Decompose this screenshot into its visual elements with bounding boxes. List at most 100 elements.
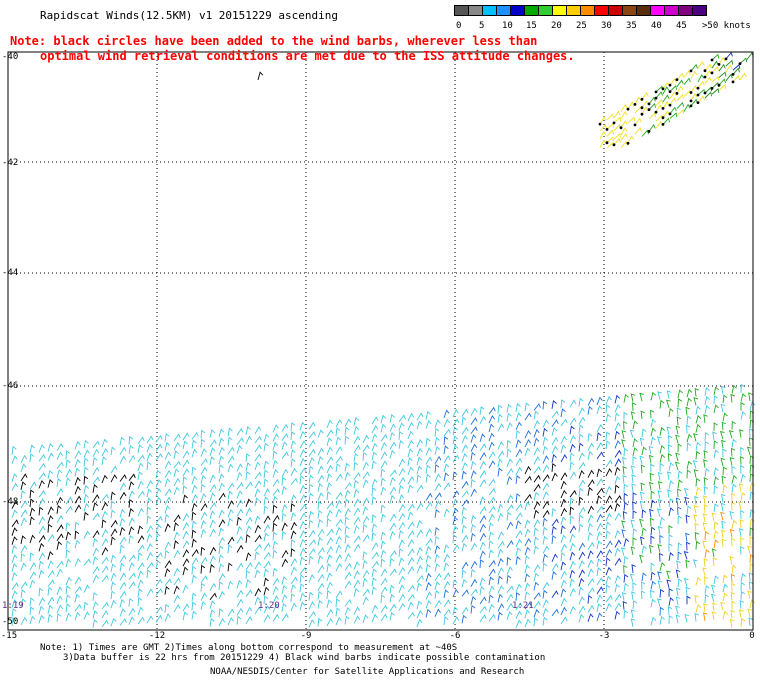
wind-barb bbox=[164, 541, 171, 550]
wind-barb bbox=[326, 599, 333, 609]
wind-barb bbox=[425, 599, 432, 609]
wind-barb bbox=[137, 552, 143, 562]
wind-barb bbox=[254, 606, 262, 615]
wind-barb bbox=[182, 522, 190, 531]
wind-barb bbox=[236, 544, 244, 553]
wind-barb bbox=[614, 475, 621, 485]
wind-barb bbox=[641, 572, 647, 582]
wind-barb bbox=[254, 569, 261, 579]
wind-barb bbox=[317, 555, 324, 564]
wind-barb bbox=[648, 445, 654, 455]
wind-barb bbox=[146, 497, 152, 507]
wind-barb bbox=[164, 513, 170, 523]
wind-barb bbox=[407, 421, 415, 431]
wind-barb bbox=[173, 540, 179, 549]
wind-barb bbox=[245, 498, 252, 507]
wind-barb bbox=[137, 579, 144, 589]
wind-barb bbox=[677, 488, 682, 498]
wind-barb bbox=[11, 482, 19, 491]
wind-barb bbox=[614, 512, 622, 521]
wind-barb bbox=[272, 586, 279, 595]
contamination-circle bbox=[619, 126, 623, 130]
wind-barb bbox=[713, 440, 718, 450]
wind-barb bbox=[92, 547, 99, 556]
wind-barb bbox=[299, 538, 306, 548]
wind-barb bbox=[629, 429, 635, 439]
wind-barb bbox=[299, 601, 306, 611]
contamination-circle bbox=[710, 58, 714, 62]
contamination-circle bbox=[703, 91, 707, 95]
wind-barb bbox=[11, 590, 18, 599]
wind-barb bbox=[146, 542, 153, 552]
wind-barb bbox=[56, 443, 64, 452]
wind-barb bbox=[335, 544, 342, 554]
wind-barb bbox=[371, 523, 378, 533]
wind-barb bbox=[641, 106, 649, 115]
wind-barb bbox=[605, 431, 611, 441]
legend-label: 5 bbox=[479, 21, 485, 31]
wind-barb bbox=[739, 599, 744, 609]
wind-barb bbox=[407, 530, 415, 539]
wind-barb bbox=[218, 519, 226, 528]
wind-barb bbox=[164, 585, 170, 595]
wind-barb bbox=[389, 449, 396, 459]
wind-barb bbox=[596, 487, 604, 496]
wind-barb bbox=[524, 546, 531, 556]
wind-barb bbox=[443, 482, 451, 491]
wind-barb bbox=[729, 457, 735, 466]
wind-barb bbox=[649, 508, 654, 518]
wind-barb bbox=[371, 433, 378, 443]
wind-barb bbox=[56, 524, 64, 533]
wind-barb bbox=[560, 489, 567, 499]
wind-barb bbox=[740, 455, 745, 465]
wind-barb bbox=[596, 540, 603, 550]
wind-barb bbox=[722, 574, 728, 584]
wind-barb bbox=[533, 608, 540, 618]
wind-barb bbox=[497, 467, 503, 477]
wind-barb bbox=[227, 536, 235, 545]
wind-barb bbox=[613, 116, 622, 124]
wind-barb bbox=[746, 52, 754, 60]
wind-barb bbox=[398, 476, 406, 486]
wind-barb bbox=[380, 451, 388, 460]
wind-barb bbox=[623, 501, 629, 511]
wind-barb bbox=[218, 527, 225, 537]
wind-barb bbox=[452, 534, 458, 544]
wind-barb bbox=[470, 560, 478, 569]
wind-barb bbox=[56, 533, 64, 542]
wind-barb bbox=[729, 511, 735, 520]
wind-barb bbox=[425, 538, 433, 546]
figure-title: Rapidscat Winds(12.5KM) v1 20151229 asce… bbox=[40, 9, 339, 22]
wind-barb bbox=[740, 573, 746, 582]
wind-barb bbox=[155, 614, 163, 623]
wind-barb bbox=[479, 559, 485, 568]
wind-barb bbox=[533, 428, 540, 438]
wind-barb bbox=[290, 477, 298, 486]
wind-barb bbox=[281, 423, 289, 432]
wind-barb bbox=[344, 418, 352, 427]
wind-barb bbox=[695, 405, 701, 415]
wind-barb bbox=[74, 495, 82, 504]
wind-barb bbox=[434, 446, 441, 455]
wind-barb bbox=[704, 431, 710, 441]
wind-barb bbox=[245, 525, 252, 534]
wind-barb bbox=[272, 495, 278, 505]
wind-barb bbox=[731, 438, 737, 448]
wind-barb bbox=[425, 591, 433, 600]
wind-barb bbox=[281, 433, 289, 441]
contamination-circle bbox=[605, 141, 609, 145]
wind-barb bbox=[416, 474, 422, 484]
wind-barb bbox=[497, 423, 505, 432]
wind-barb bbox=[533, 447, 541, 456]
wind-barb bbox=[299, 503, 307, 512]
wind-barb bbox=[596, 468, 603, 478]
wind-barb bbox=[434, 599, 442, 608]
wind-barb bbox=[119, 526, 126, 536]
wind-barb bbox=[470, 542, 478, 551]
wind-barb bbox=[560, 579, 567, 589]
wind-barb bbox=[641, 581, 646, 591]
wind-barb bbox=[56, 488, 64, 497]
wind-barb bbox=[335, 491, 343, 500]
wind-barb bbox=[676, 416, 681, 426]
wind-barb bbox=[344, 525, 350, 535]
